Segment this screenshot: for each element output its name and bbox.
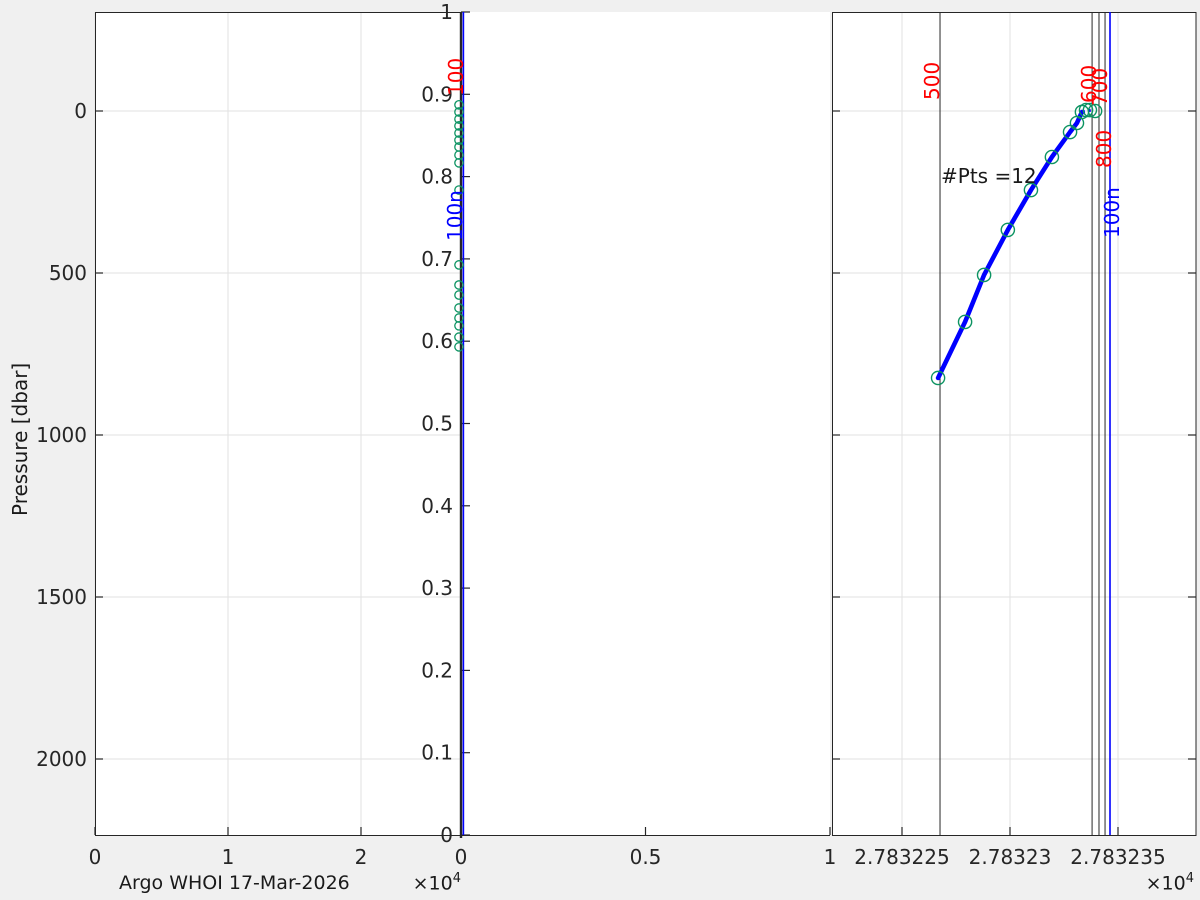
right-axes-box: [832, 12, 1197, 836]
event-label: 600: [1077, 65, 1101, 103]
left-plot-area: [95, 12, 461, 835]
y-tick-label: 1: [440, 0, 453, 24]
event-label: 100n: [443, 190, 467, 241]
x-tick-label: 0: [89, 845, 102, 869]
y-tick-label: 0.3: [421, 576, 453, 600]
pressure-marker: [454, 332, 464, 343]
num-points-annotation: #Pts =12: [941, 164, 1037, 188]
pressure-marker: [454, 99, 464, 110]
event-label: 100: [444, 58, 468, 96]
grid-lines: [94, 12, 1196, 835]
pressure-marker: [1087, 103, 1103, 119]
x-tick-label: 0.5: [630, 845, 662, 869]
exponent-power: 4: [1185, 871, 1194, 886]
y-tick-label: 0.5: [421, 412, 453, 436]
y-tick-label: 0.2: [421, 658, 453, 682]
ascent-line: [935, 109, 1085, 381]
figure-watermark: Argo WHOI 17-Mar-2026: [119, 872, 350, 894]
pressure-marker: [1062, 124, 1078, 140]
pressure-marker: [454, 342, 464, 352]
pressure-marker: [1000, 222, 1016, 238]
pressure-marker: [454, 290, 464, 300]
y-tick-label: 0.9: [421, 82, 453, 106]
y-tick-label: 0.6: [421, 329, 453, 353]
event-label: 700: [1088, 68, 1112, 106]
pressure-marker: [454, 128, 464, 138]
x-tick-label: 1: [222, 845, 235, 869]
pressure-marker: [454, 121, 464, 131]
pressure-marker: [454, 107, 464, 117]
y-tick-label: 0.7: [421, 247, 453, 271]
x-tick-label: 2.783235: [1070, 845, 1165, 869]
plot-backgrounds: [95, 12, 1196, 835]
event-label: 800: [1092, 130, 1116, 168]
pressure-marker: [930, 370, 946, 386]
left-plot-data: 100 100n: [443, 12, 468, 835]
x-axis-exponent-left: ×104: [413, 871, 461, 894]
x-tick-label: 2: [355, 845, 368, 869]
axes-frames: [95, 12, 1197, 838]
pressure-marker: [454, 280, 464, 290]
pressure-marker: [454, 320, 464, 331]
pressure-marker: [454, 157, 464, 168]
y-tick-label: 0.8: [421, 165, 453, 189]
pressure-marker: [957, 314, 973, 330]
exponent-base: ×10: [1145, 872, 1186, 895]
pressure-marker: [454, 185, 464, 195]
pressure-marker: [1082, 102, 1098, 118]
pressure-marker: [1044, 149, 1060, 165]
x-tick-label: 1: [824, 845, 837, 869]
y-tick-label: 1500: [36, 585, 87, 609]
y-tick-label: 0.4: [421, 494, 453, 518]
x-tick-label: 2.78323: [969, 845, 1052, 869]
y-tick-label: 2000: [36, 747, 87, 771]
pressure-marker: [454, 303, 464, 313]
exponent-power: 4: [452, 871, 461, 886]
event-label: 500: [920, 62, 944, 100]
event-label: 100n: [1100, 187, 1124, 238]
pressure-marker: [454, 260, 464, 270]
y-tick-label: 1000: [36, 423, 87, 447]
x-axis-exponent-right: ×104: [1146, 871, 1194, 894]
middle-plot-area: [461, 12, 830, 835]
exponent-base: ×10: [412, 872, 453, 895]
y-axis-title: Pressure [dbar]: [8, 362, 32, 516]
pressure-marker: [1023, 182, 1039, 198]
pressure-marker: [976, 267, 992, 283]
y-tick-label: 0.1: [421, 741, 453, 765]
x-tick-label: 2.783225: [854, 845, 949, 869]
y-tick-label: 0: [440, 823, 453, 847]
pressure-marker: [454, 114, 464, 124]
y-tick-label: 0: [74, 99, 87, 123]
pressure-marker: [1078, 102, 1094, 118]
y-tick-label: 500: [49, 261, 87, 285]
pressure-marker: [454, 135, 464, 146]
right-plot-area: [832, 12, 1196, 835]
x-tick-label: 0: [455, 845, 468, 869]
axis-ticks: [94, 11, 1196, 836]
